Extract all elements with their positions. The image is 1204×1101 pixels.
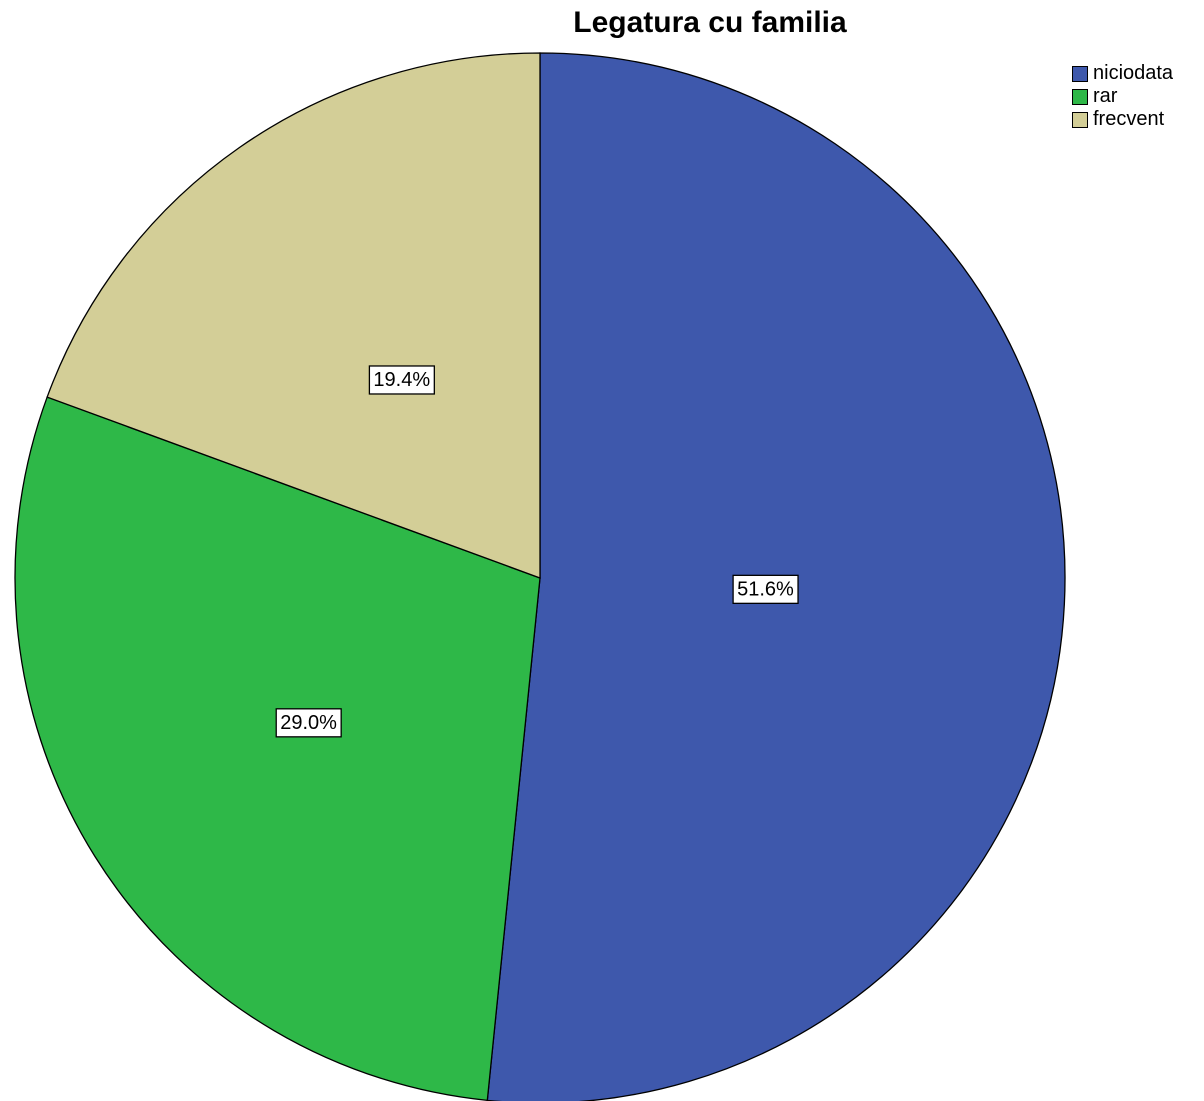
legend-label: frecvent bbox=[1093, 108, 1165, 130]
legend-label: niciodata bbox=[1093, 62, 1174, 84]
slice-label-rar: 29.0% bbox=[275, 708, 342, 738]
pie-slice-frecvent bbox=[46, 52, 541, 579]
pie-slice-rar bbox=[14, 396, 541, 1101]
legend-swatch bbox=[1072, 88, 1088, 105]
legend-item-rar: rar bbox=[1072, 85, 1173, 108]
svg-text:51.6%: 51.6% bbox=[737, 578, 794, 600]
svg-text:19.4%: 19.4% bbox=[373, 369, 430, 391]
pie-slice-labels: 51.6% 29.0% 19.4% bbox=[275, 365, 799, 738]
chart-title: Legatura cu familia bbox=[573, 6, 847, 39]
legend-item-frecvent: frecvent bbox=[1072, 108, 1173, 131]
legend: niciodata rar frecvent bbox=[1072, 62, 1173, 131]
legend-swatch bbox=[1072, 111, 1088, 128]
slice-label-frecvent: 19.4% bbox=[368, 365, 435, 395]
legend-swatch bbox=[1072, 65, 1088, 82]
slice-label-niciodata: 51.6% bbox=[732, 574, 799, 604]
legend-item-niciodata: niciodata bbox=[1072, 62, 1173, 85]
pie-slices bbox=[14, 52, 1066, 1101]
legend-label: rar bbox=[1093, 85, 1118, 107]
svg-text:29.0%: 29.0% bbox=[280, 712, 337, 734]
